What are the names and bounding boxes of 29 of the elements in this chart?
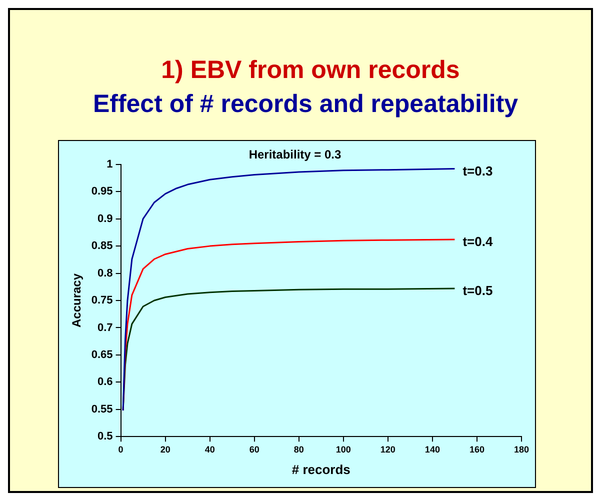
series-label: t=0.5 — [462, 283, 493, 298]
x-tick-label: 140 — [424, 444, 440, 454]
y-tick-label: 0.7 — [98, 322, 113, 334]
y-tick-label: 0.6 — [98, 376, 113, 388]
chart-subtitle: Effect of # records and repeatability — [92, 90, 520, 119]
y-tick-label: 1 — [106, 158, 113, 170]
y-tick-label: 0.55 — [91, 403, 113, 416]
x-tick-label: 40 — [204, 444, 215, 454]
y-tick-label: 0.9 — [98, 212, 113, 225]
y-tick-label: 0.5 — [98, 430, 113, 443]
x-tick-label: 60 — [249, 444, 260, 454]
x-tick-label: 0 — [118, 444, 124, 454]
x-tick-label: 20 — [160, 444, 170, 454]
text: Heritability = 0.3 — [248, 148, 342, 162]
series-label: t=0.3 — [462, 163, 493, 178]
y-tick-label: 0.75 — [91, 294, 113, 307]
x-axis-title: # records — [292, 462, 350, 477]
x-tick-label: 180 — [514, 444, 530, 454]
x-tick-label: 120 — [380, 444, 396, 454]
x-tick-label: 100 — [336, 444, 351, 454]
y-axis-title: Accuracy — [70, 273, 84, 328]
y-tick-label: 0.85 — [91, 240, 113, 252]
y-tick-label: 0.95 — [91, 186, 113, 198]
y-tick-label: 0.65 — [91, 348, 113, 361]
x-tick-label: 80 — [294, 444, 304, 454]
chart-title: 1) EBV from own records — [160, 56, 461, 85]
series-label: t=0.4 — [462, 234, 494, 250]
y-tick-label: 0.8 — [98, 267, 113, 280]
x-tick-label: 160 — [469, 444, 484, 454]
